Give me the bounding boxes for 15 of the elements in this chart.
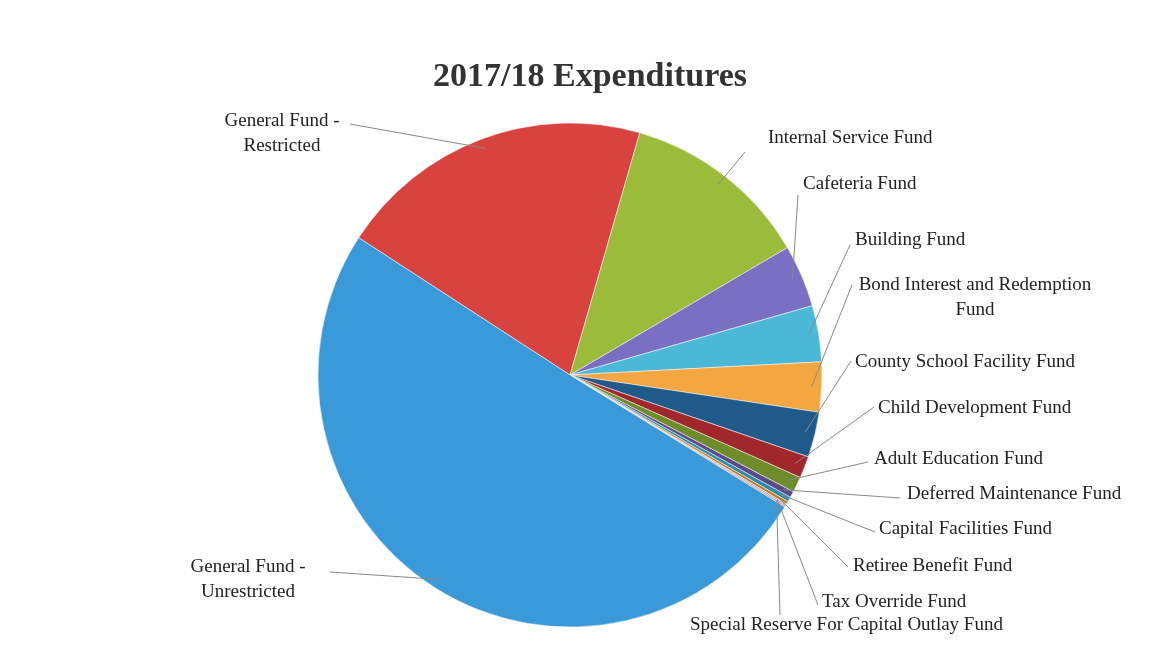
slice-label: Retiree Benefit Fund bbox=[853, 554, 1013, 575]
slice-label: Internal Service Fund bbox=[768, 126, 934, 147]
slice-label: General Fund - Unrestricted bbox=[190, 555, 306, 601]
slice-label: Tax Override Fund bbox=[822, 590, 967, 611]
slice-label: Special Reserve For Capital Outlay Fund bbox=[690, 613, 1004, 634]
slice-label: General Fund - Restricted bbox=[224, 109, 340, 155]
slice-label: Bond Interest and Redemption Fund bbox=[858, 273, 1092, 319]
slice-label: Adult Education Fund bbox=[874, 447, 1044, 468]
slice-label: Deferred Maintenance Fund bbox=[907, 482, 1122, 503]
slice-label: Capital Facilities Fund bbox=[879, 517, 1053, 538]
slice-label: Child Development Fund bbox=[878, 396, 1072, 417]
slice-label: Building Fund bbox=[855, 228, 966, 249]
slice-label: County School Facility Fund bbox=[855, 350, 1076, 371]
slice-label: Cafeteria Fund bbox=[803, 172, 917, 193]
chart-title: 2017/18 Expenditures bbox=[433, 56, 747, 93]
